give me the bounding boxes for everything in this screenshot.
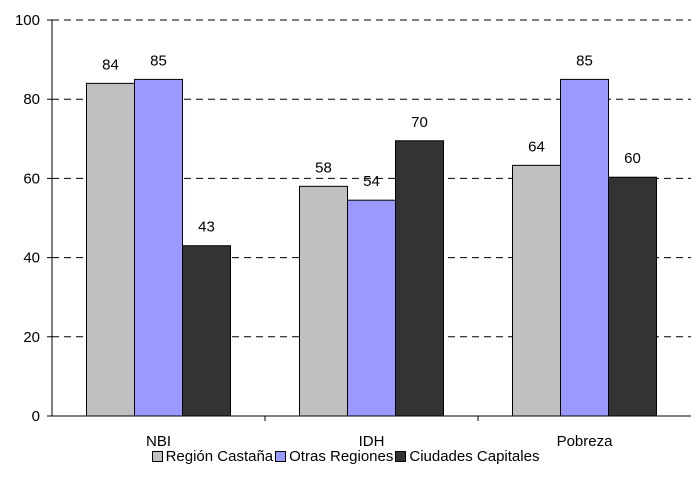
legend-swatch-region-castana — [151, 451, 163, 462]
legend: Región Castaña Otras Regiones Ciudades C… — [0, 448, 691, 465]
bar-nbi-1 — [86, 82, 135, 417]
y-tick-label-80: 80 — [23, 91, 40, 108]
data-labels: 84 85 43 58 54 70 64 85 60 — [102, 52, 641, 235]
data-label-idh-1: 58 — [315, 159, 332, 176]
legend-label-otras-regiones: Otras Regiones — [289, 448, 394, 465]
data-label-nbi-1: 84 — [102, 56, 119, 73]
data-label-pobreza-1: 64 — [528, 138, 545, 155]
y-tick-label-20: 20 — [23, 329, 40, 346]
bar-nbi-2 — [134, 78, 183, 417]
bars — [86, 78, 657, 417]
y-tick-label-40: 40 — [23, 250, 40, 267]
y-tick-label-60: 60 — [23, 170, 40, 187]
x-tick-label-nbi: NBI — [146, 433, 171, 450]
bar-pobreza-3 — [608, 176, 657, 417]
bar-idh-3 — [395, 140, 444, 417]
data-label-idh-2: 54 — [363, 173, 380, 190]
y-tick-label-0: 0 — [32, 408, 40, 425]
bar-idh-2 — [347, 199, 396, 417]
x-tick-label-pobreza: Pobreza — [557, 433, 614, 450]
legend-item-otras-regiones: Otras Regiones — [275, 448, 393, 465]
bar-idh-1 — [299, 185, 348, 417]
legend-item-region-castana: Región Castaña — [151, 448, 274, 465]
bar-nbi-3 — [182, 245, 231, 417]
bar-pobreza-1 — [512, 164, 561, 417]
x-tick-label-idh: IDH — [359, 433, 385, 450]
data-label-nbi-2: 85 — [150, 52, 167, 69]
data-label-pobreza-3: 60 — [624, 150, 641, 167]
data-label-idh-3: 70 — [411, 114, 428, 131]
data-label-nbi-3: 43 — [198, 219, 215, 236]
bar-pobreza-2 — [560, 78, 609, 417]
y-tick-label-100: 100 — [15, 12, 40, 29]
legend-label-ciudades-capitales: Ciudades Capitales — [409, 448, 540, 465]
legend-swatch-ciudades-capitales — [395, 451, 407, 462]
legend-label-region-castana: Región Castaña — [165, 448, 274, 465]
data-label-pobreza-2: 85 — [576, 52, 593, 69]
legend-swatch-otras-regiones — [275, 451, 287, 462]
legend-item-ciudades-capitales: Ciudades Capitales — [395, 448, 539, 465]
